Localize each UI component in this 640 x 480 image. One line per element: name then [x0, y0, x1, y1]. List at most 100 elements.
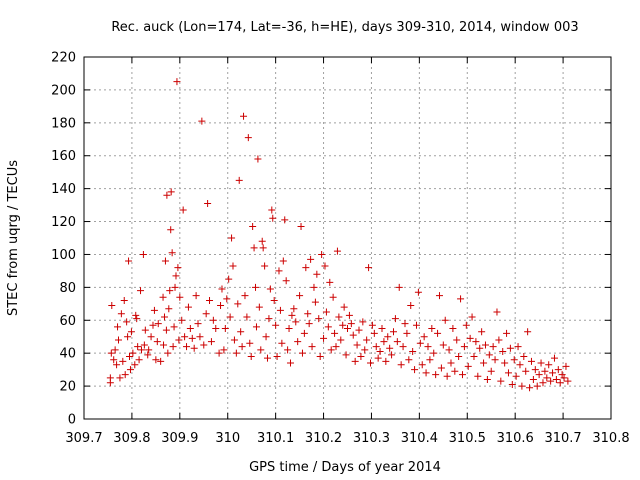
data-point [217, 301, 225, 309]
data-point [147, 333, 155, 341]
data-point [361, 346, 369, 354]
x-tick-label: 310.7 [544, 431, 581, 446]
chart-title: Rec. auck (Lon=174, Lat=-36, h=HE), days… [111, 20, 578, 35]
data-point [212, 325, 220, 332]
data-point [439, 341, 447, 349]
data-point [560, 374, 568, 382]
data-point [108, 301, 116, 309]
data-point [188, 334, 196, 342]
data-point [278, 339, 286, 347]
data-point [161, 257, 169, 265]
data-point [339, 321, 347, 329]
data-point [441, 316, 449, 324]
data-point [135, 356, 143, 364]
y-tick-label: 100 [51, 248, 76, 263]
data-point [495, 336, 503, 344]
data-point [173, 78, 181, 86]
data-point [428, 325, 436, 332]
data-point [533, 382, 541, 390]
data-point [313, 270, 321, 278]
data-point [552, 376, 560, 384]
data-point [171, 283, 179, 291]
x-tick-label: 309.7 [65, 431, 102, 446]
data-point [370, 329, 378, 337]
data-point [357, 352, 365, 360]
data-point [318, 250, 326, 258]
data-point [489, 343, 497, 351]
data-point [106, 374, 114, 382]
data-point [308, 343, 316, 351]
data-point [470, 352, 478, 360]
data-point [347, 320, 355, 328]
data-point [326, 278, 334, 286]
data-point [485, 351, 493, 359]
y-tick-label: 200 [51, 83, 76, 98]
data-point [550, 354, 558, 362]
data-point [437, 364, 445, 372]
y-tick-label: 120 [51, 215, 76, 230]
data-point [368, 321, 376, 329]
data-point [200, 341, 208, 349]
data-point [393, 338, 401, 346]
data-point [290, 305, 298, 313]
data-point [531, 366, 539, 374]
x-tick-label: 309.9 [161, 431, 198, 446]
data-point [329, 293, 337, 301]
data-point [359, 318, 367, 326]
data-point [310, 283, 318, 291]
data-point [172, 272, 180, 280]
data-point [107, 349, 115, 357]
data-point [311, 298, 319, 306]
data-point [424, 343, 432, 351]
data-point [453, 336, 461, 344]
data-point [322, 308, 330, 316]
data-point [397, 361, 405, 369]
data-point [192, 292, 200, 300]
data-point [365, 264, 373, 272]
data-point [508, 380, 516, 388]
y-tick-label: 220 [51, 51, 76, 66]
data-point [541, 367, 549, 375]
data-point [152, 356, 160, 364]
data-point [564, 377, 572, 385]
data-point [139, 250, 147, 258]
data-point [113, 361, 121, 369]
data-point [149, 321, 157, 329]
data-point [447, 359, 455, 367]
y-tick-label: 140 [51, 182, 76, 197]
data-point [202, 310, 210, 318]
data-point [418, 361, 426, 369]
data-point [150, 306, 158, 314]
data-point [535, 371, 543, 379]
data-point [378, 325, 386, 332]
plot-frame [83, 56, 612, 420]
data-point [503, 329, 511, 337]
data-point [119, 357, 127, 365]
data-point [516, 361, 524, 369]
data-point [116, 374, 124, 382]
data-point [449, 325, 457, 332]
data-point [261, 262, 269, 270]
data-point [169, 343, 177, 351]
data-point [209, 316, 217, 324]
data-point [407, 301, 415, 309]
data-point [388, 351, 396, 359]
x-tick-label: 309.8 [113, 431, 150, 446]
data-point [286, 359, 294, 367]
data-point [126, 352, 134, 360]
data-point [230, 336, 238, 344]
x-axis-label: GPS time / Days of year 2014 [249, 460, 441, 475]
data-point [302, 264, 310, 272]
data-point [141, 326, 149, 334]
data-point [127, 328, 135, 336]
data-point [145, 346, 153, 354]
data-point [183, 343, 191, 351]
data-point [131, 361, 139, 369]
data-point [114, 336, 122, 344]
data-point [298, 349, 306, 357]
data-point [455, 352, 463, 360]
data-point [126, 366, 134, 374]
data-point [304, 310, 312, 318]
data-point [241, 292, 249, 300]
data-point [466, 334, 474, 342]
